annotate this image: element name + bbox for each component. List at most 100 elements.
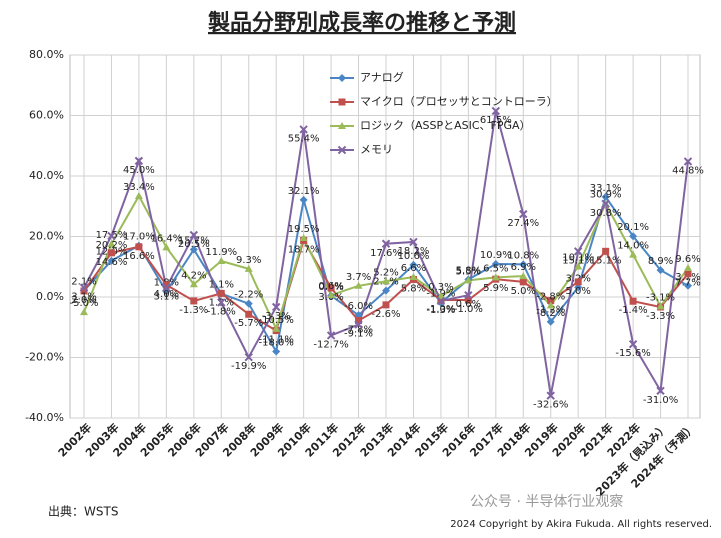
point bbox=[382, 277, 390, 285]
point bbox=[601, 192, 610, 201]
point bbox=[574, 262, 583, 270]
value-label: 45.0% bbox=[123, 165, 155, 176]
value-label: 18.2% bbox=[398, 246, 430, 257]
point bbox=[519, 272, 528, 280]
source: 出典：WSTS bbox=[48, 505, 118, 519]
value-label: 15.7% bbox=[178, 236, 210, 247]
value-label: 20.2% bbox=[96, 240, 128, 251]
point bbox=[134, 191, 143, 199]
point bbox=[409, 237, 418, 247]
value-label: -10.5% bbox=[258, 315, 293, 326]
value-label: -31.0% bbox=[643, 395, 678, 406]
value-label: 6.9% bbox=[511, 262, 536, 273]
value-label: 17.0% bbox=[123, 232, 155, 243]
point bbox=[629, 232, 638, 241]
point bbox=[326, 331, 336, 340]
value-label: -6.0% bbox=[344, 301, 373, 312]
value-label: 4.0% bbox=[154, 289, 179, 300]
point bbox=[546, 391, 555, 400]
point bbox=[547, 297, 555, 305]
value-label: -1.0% bbox=[426, 304, 455, 315]
legend-label: マイクロ（プロセッサとコントローラ） bbox=[360, 95, 558, 108]
value-label: 19.5% bbox=[288, 224, 320, 235]
value-label: 20.1% bbox=[617, 222, 649, 233]
point bbox=[217, 298, 226, 307]
value-label: 27.4% bbox=[507, 218, 539, 229]
value-label: 9.6% bbox=[675, 254, 700, 265]
value-label: 14.0% bbox=[617, 241, 649, 252]
point bbox=[491, 273, 500, 281]
value-label: -5.7% bbox=[234, 318, 263, 329]
value-label: -3.3% bbox=[262, 311, 291, 322]
value-label: 5.9% bbox=[483, 283, 508, 294]
value-label: 18.7% bbox=[288, 244, 320, 255]
legend-label: ロジック（ASSPとASIC、FPGA） bbox=[360, 119, 531, 132]
point bbox=[546, 317, 555, 326]
y-tick-label: -20.0% bbox=[25, 351, 64, 364]
point bbox=[244, 352, 253, 362]
value-label: 7.7% bbox=[675, 278, 700, 289]
legend-label: アナログ bbox=[360, 70, 404, 84]
point bbox=[354, 320, 363, 329]
value-label: 44.8% bbox=[672, 165, 704, 176]
point bbox=[189, 245, 198, 254]
value-label: 61.5% bbox=[480, 115, 512, 126]
point bbox=[436, 292, 445, 300]
point bbox=[337, 145, 347, 155]
value-label: 30.9% bbox=[590, 190, 622, 201]
value-label: 6.6% bbox=[401, 263, 426, 274]
value-label: 10.6% bbox=[398, 251, 430, 262]
value-label: -3.1% bbox=[646, 292, 675, 303]
value-label: -2.6% bbox=[371, 309, 400, 320]
point bbox=[381, 239, 391, 248]
value-label: 33.1% bbox=[590, 183, 622, 194]
point bbox=[656, 266, 665, 275]
point bbox=[573, 247, 583, 256]
value-label: -19.9% bbox=[231, 361, 266, 372]
value-label: 16.6% bbox=[123, 251, 155, 262]
value-label: -1.3% bbox=[426, 305, 455, 316]
point bbox=[683, 157, 693, 166]
value-label: -18.0% bbox=[258, 337, 293, 348]
point bbox=[107, 231, 116, 241]
point bbox=[299, 125, 308, 134]
point bbox=[80, 287, 88, 295]
value-label: 5.0% bbox=[565, 286, 590, 297]
point bbox=[189, 230, 199, 240]
value-label: 3.1% bbox=[154, 292, 179, 303]
point bbox=[162, 281, 170, 289]
point bbox=[491, 106, 501, 116]
point bbox=[162, 283, 171, 292]
y-tick-label: 0.0% bbox=[36, 290, 64, 303]
point bbox=[491, 260, 500, 269]
point bbox=[80, 308, 88, 316]
value-label: -2.2% bbox=[234, 290, 263, 301]
value-label: -12.7% bbox=[313, 339, 348, 350]
value-label: 6.5% bbox=[483, 263, 508, 274]
point bbox=[135, 243, 143, 251]
y-tick-label: 80.0% bbox=[29, 48, 64, 61]
value-label: 10.8% bbox=[507, 250, 539, 261]
point bbox=[656, 386, 665, 395]
value-label: -1.3% bbox=[179, 305, 208, 316]
value-label: 0.3% bbox=[428, 282, 453, 293]
point bbox=[327, 291, 336, 299]
point bbox=[409, 273, 418, 281]
value-label: 9.3% bbox=[236, 255, 261, 266]
value-label: -1.8% bbox=[207, 306, 236, 317]
point bbox=[217, 257, 226, 265]
value-label: 15.1% bbox=[590, 255, 622, 266]
point bbox=[327, 284, 335, 292]
value-label: 4.2% bbox=[181, 270, 206, 281]
point bbox=[190, 297, 198, 305]
point bbox=[629, 297, 637, 305]
value-label: 1.1% bbox=[209, 280, 234, 291]
value-label: 2.0% bbox=[71, 295, 96, 306]
point bbox=[464, 290, 473, 300]
value-label: -9.1% bbox=[344, 329, 373, 340]
value-label: 10.1% bbox=[562, 252, 594, 263]
value-label: 10.9% bbox=[480, 250, 512, 261]
point bbox=[107, 256, 116, 265]
value-label: 11.9% bbox=[205, 247, 237, 258]
